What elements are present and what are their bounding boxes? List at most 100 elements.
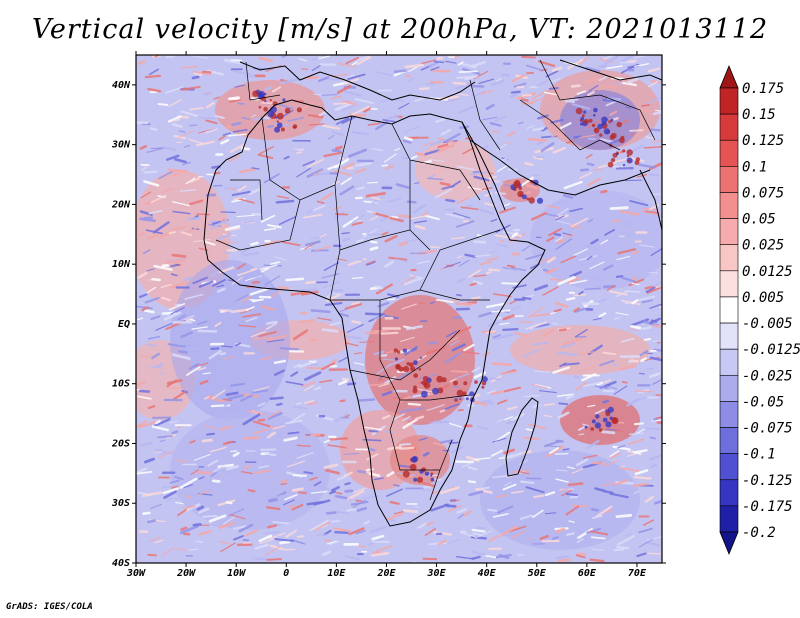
field-streak	[317, 317, 332, 321]
field-streak	[605, 380, 617, 387]
field-streak	[429, 159, 445, 162]
field-streak	[599, 138, 614, 144]
field-streak	[223, 398, 241, 407]
field-streak	[457, 61, 464, 66]
field-streak	[609, 492, 629, 499]
field-streak	[449, 378, 457, 383]
field-streak	[549, 278, 564, 282]
field-streak	[624, 290, 641, 293]
field-streak	[600, 189, 608, 194]
field-streak	[587, 218, 594, 223]
field-streak	[503, 202, 511, 207]
field-streak	[552, 146, 566, 154]
field-streak	[234, 84, 246, 88]
field-streak	[456, 508, 467, 514]
field-streak	[621, 381, 628, 384]
field-streak	[266, 524, 277, 529]
field-streak	[555, 478, 569, 483]
field-streak	[485, 103, 495, 111]
field-streak	[309, 360, 316, 363]
field-streak	[545, 267, 558, 275]
field-streak	[566, 210, 579, 214]
field-streak	[404, 346, 418, 356]
field-streak	[646, 285, 662, 294]
field-streak	[236, 263, 246, 270]
field-streak	[168, 99, 183, 107]
field-streak	[267, 334, 287, 342]
field-streak	[398, 446, 415, 450]
intense-cell	[409, 362, 414, 368]
field-streak	[331, 149, 342, 153]
colorbar-swatch	[719, 166, 739, 193]
field-streak	[582, 382, 601, 387]
field-streak	[630, 318, 650, 327]
field-streak	[441, 185, 455, 190]
field-streak	[464, 253, 477, 258]
field-streak	[332, 102, 348, 105]
field-streak	[138, 389, 151, 393]
intense-cell	[513, 181, 520, 189]
field-streak	[287, 116, 305, 122]
field-streak	[507, 131, 516, 137]
colorbar-swatch	[719, 427, 739, 454]
field-streak	[435, 298, 454, 303]
field-streak	[225, 465, 239, 471]
field-streak	[321, 94, 338, 96]
field-streak	[595, 385, 609, 390]
field-streak	[145, 343, 158, 347]
field-streak	[510, 267, 527, 271]
intense-cell	[456, 389, 464, 397]
field-streak	[398, 464, 412, 468]
field-streak	[343, 471, 353, 477]
field-streak	[565, 492, 578, 497]
field-streak	[397, 371, 410, 380]
field-streak	[586, 255, 593, 261]
field-streak	[155, 322, 173, 331]
field-streak	[445, 213, 465, 219]
field-streak	[263, 116, 270, 120]
field-streak	[196, 140, 215, 147]
field-streak	[342, 162, 355, 170]
field-streak	[155, 419, 161, 425]
field-streak	[185, 548, 199, 551]
field-streak	[414, 505, 420, 509]
field-streak	[508, 268, 517, 271]
field-streak	[435, 188, 453, 199]
intense-cell	[626, 149, 633, 156]
field-streak	[538, 60, 556, 68]
field-streak	[264, 530, 281, 535]
field-streak	[456, 196, 470, 205]
field-streak	[554, 527, 566, 534]
field-streak	[327, 134, 335, 140]
field-streak	[289, 412, 306, 424]
updraft-region	[560, 395, 640, 445]
field-streak	[569, 495, 579, 499]
field-streak	[558, 402, 569, 406]
field-streak	[433, 60, 445, 64]
field-streak	[457, 255, 463, 259]
field-streak	[362, 438, 382, 442]
intense-cell	[453, 380, 458, 386]
field-streak	[649, 303, 662, 309]
intense-cell	[635, 157, 640, 162]
field-streak	[279, 540, 291, 545]
field-streak	[252, 389, 269, 394]
field-streak	[214, 114, 225, 120]
field-streak	[406, 406, 425, 413]
field-streak	[357, 469, 367, 474]
field-streak	[483, 554, 497, 559]
intense-cell	[280, 127, 285, 132]
field-streak	[403, 276, 423, 286]
intense-cell	[412, 388, 418, 394]
field-streak	[229, 513, 246, 520]
field-streak	[198, 476, 205, 480]
field-streak	[485, 302, 505, 309]
field-streak	[143, 180, 160, 187]
updraft-region	[500, 178, 540, 202]
field-streak	[196, 320, 208, 326]
field-streak	[650, 140, 662, 143]
field-streak	[389, 500, 400, 505]
field-streak	[257, 418, 266, 422]
field-streak	[238, 324, 257, 328]
field-streak	[249, 491, 260, 496]
